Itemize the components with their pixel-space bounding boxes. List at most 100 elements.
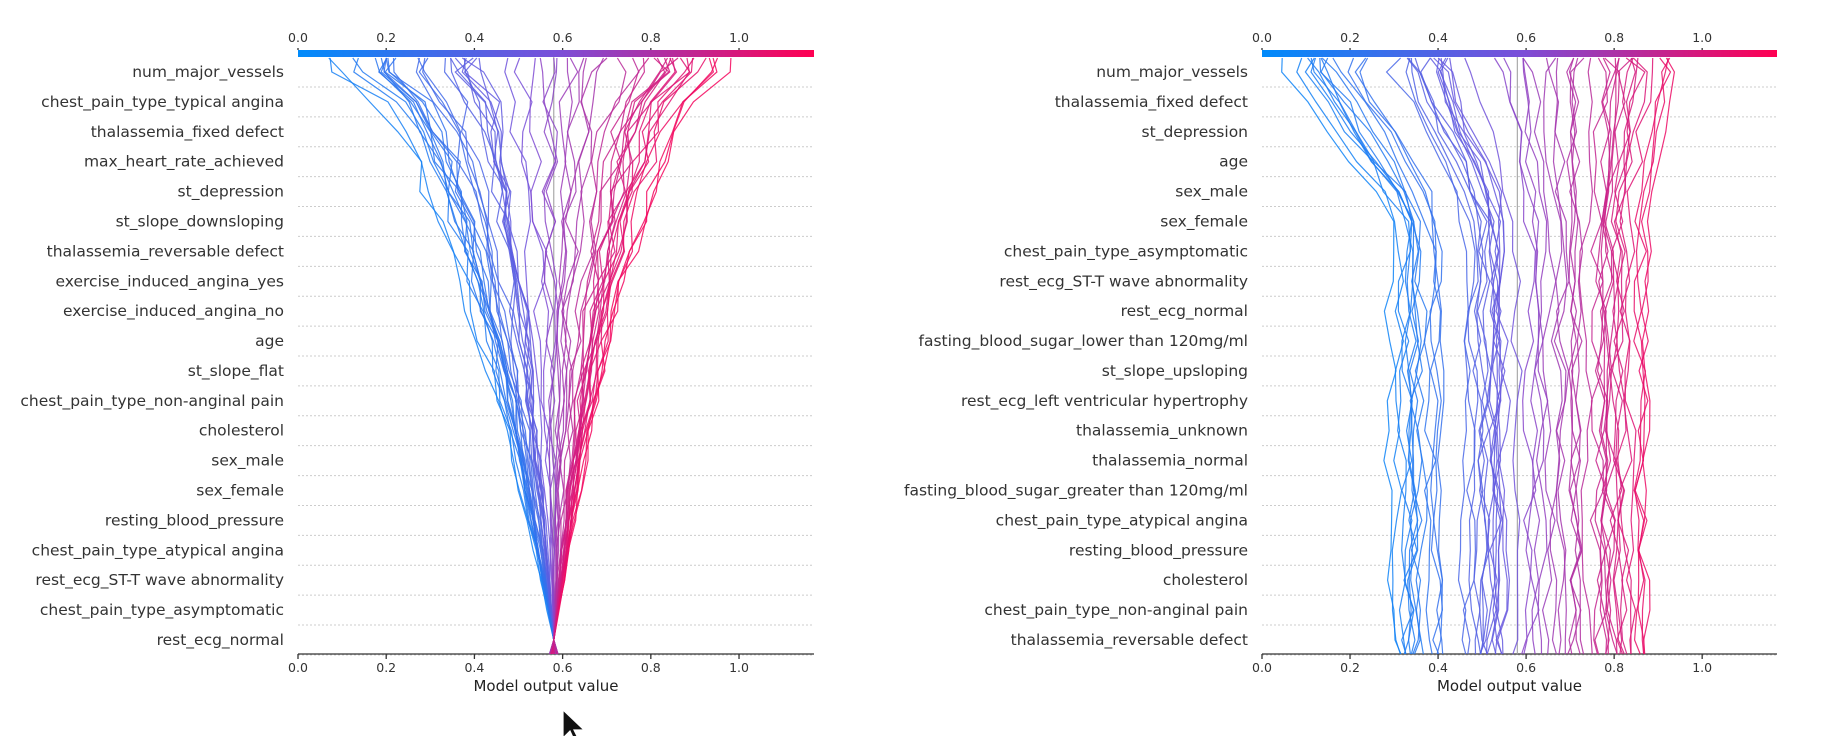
decision-path-line [1634,57,1672,655]
decision-path-line [415,57,558,655]
decision-path-line [504,57,557,655]
colorbar-tick-label: 0.8 [1604,30,1624,45]
decision-path-line [1604,57,1633,655]
feature-label: cholesterol [199,422,284,440]
x-tick-label: 1.0 [1692,660,1712,675]
x-axis-title: Model output value [1437,677,1582,695]
decision-path-line [1522,57,1545,655]
feature-label: exercise_induced_angina_no [63,302,284,321]
colorbar [298,50,814,57]
feature-label: fasting_blood_sugar_greater than 120mg/m… [904,482,1248,501]
feature-label: exercise_induced_angina_yes [56,272,284,291]
decision-path-line [1595,57,1620,655]
decision-path-line [1624,57,1654,655]
feature-label: rest_ecg_left ventricular hypertrophy [961,392,1248,411]
decision-path-line [553,57,669,655]
decision-path-line [1347,57,1444,655]
x-tick-label: 0.4 [1428,660,1448,675]
decision-path-line [329,57,558,655]
decision-path-line [1437,57,1509,655]
decision-path-line [352,57,558,655]
feature-label: resting_blood_pressure [105,511,284,530]
decision-path-line [1320,57,1424,655]
feature-label: chest_pain_type_atypical angina [996,511,1248,530]
colorbar-tick-label: 0.6 [553,30,573,45]
decision-plot-right: num_major_vessels thalassemia_fixed defec… [904,30,1777,695]
feature-label: st_slope_flat [188,362,284,381]
feature-label: chest_pain_type_non-anginal pain [984,601,1248,620]
feature-label: chest_pain_type_asymptomatic [40,601,284,620]
feature-label: chest_pain_type_asymptomatic [1004,242,1248,261]
decision-path-line [1429,57,1500,655]
feature-label: cholesterol [1163,571,1248,589]
decision-path-line [461,57,555,655]
decision-path-line [1464,57,1523,655]
feature-label: thalassemia_unknown [1076,422,1248,441]
x-tick-label: 0.8 [641,660,661,675]
feature-label: max_heart_rate_achieved [84,153,284,172]
decision-path-line [1407,57,1484,655]
decision-path-line [1440,57,1502,655]
decision-path-line [549,57,707,655]
decision-path-line [1612,57,1639,655]
feature-label: thalassemia_reversable defect [1011,631,1248,650]
colorbar-tick-label: 0.0 [1252,30,1272,45]
decision-path-line [543,57,558,655]
feature-label: sex_female [1160,212,1248,231]
x-tick-label: 0.2 [1340,660,1360,675]
feature-label: st_slope_downsloping [116,212,284,231]
decision-path-line [1296,57,1405,655]
decision-path-line [1633,57,1671,655]
decision-path-line [549,57,627,655]
x-tick-label: 0.8 [1604,660,1624,675]
decision-path-line [549,57,678,655]
decision-path-line [1503,57,1540,655]
feature-label: thalassemia_fixed defect [91,123,284,142]
decision-path-line [1320,57,1422,655]
decision-path-line [541,57,558,655]
decision-path-line [1354,57,1443,655]
decision-path-line [422,57,555,655]
decision-path-line [1310,57,1415,655]
decision-path-line [553,57,646,655]
feature-label: chest_pain_type_typical angina [41,93,284,112]
feature-label: rest_ecg_ST-T wave abnormality [35,571,284,590]
decision-path-line [1385,57,1471,655]
decision-path-line [529,57,555,655]
colorbar-tick-label: 0.2 [376,30,396,45]
feature-label: fasting_blood_sugar_lower than 120mg/ml [919,332,1249,351]
decision-path-line [454,57,558,655]
feature-label: num_major_vessels [132,63,284,82]
decision-path-line [1332,57,1437,655]
colorbar-tick-label: 0.4 [1428,30,1448,45]
decision-path-line [1406,57,1489,655]
colorbar-tick-label: 0.2 [1340,30,1360,45]
x-axis-title: Model output value [473,677,618,695]
feature-label: st_slope_upsloping [1102,362,1248,381]
decision-path-line [1405,57,1477,655]
decision-path-line [1319,57,1423,655]
decision-path-line [1410,57,1482,655]
x-tick-label: 1.0 [729,660,749,675]
decision-path-line [553,57,608,655]
x-tick-label: 0.2 [376,660,396,675]
x-tick-label: 0.0 [1252,660,1272,675]
colorbar-tick-label: 0.0 [288,30,308,45]
decision-path-line [1554,57,1570,655]
feature-label: st_depression [178,183,284,202]
colorbar-tick-label: 1.0 [1692,30,1712,45]
x-tick-label: 0.4 [464,660,484,675]
decision-path-line [450,57,555,655]
feature-label: thalassemia_reversable defect [47,242,284,261]
decision-path-line [1568,57,1584,655]
feature-label: thalassemia_normal [1092,452,1248,471]
decision-path-line [549,57,695,655]
feature-label: age [1219,153,1248,171]
feature-label: resting_blood_pressure [1069,541,1248,560]
feature-label: rest_ecg_ST-T wave abnormality [999,272,1248,291]
x-tick-label: 0.0 [288,660,308,675]
decision-path-line [384,57,558,655]
decision-plot-left: num_major_vessels chest_pain_type_typical… [20,30,814,695]
feature-label: sex_male [1175,183,1248,202]
